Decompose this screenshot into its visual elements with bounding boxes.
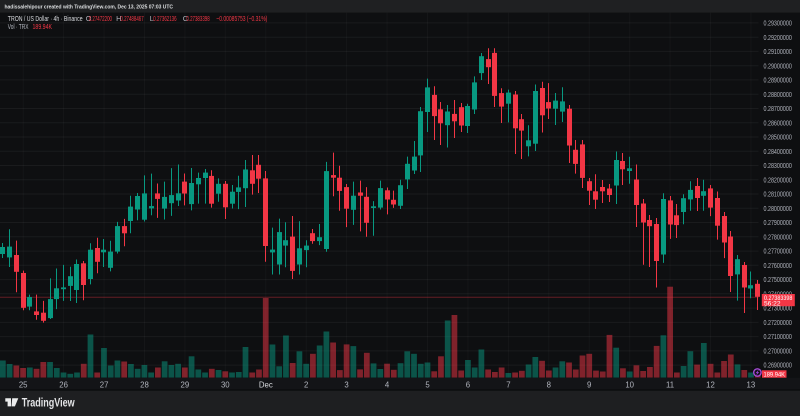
svg-text:9: 9	[587, 380, 591, 389]
svg-text:12: 12	[706, 380, 715, 389]
svg-text:0.28200000: 0.28200000	[764, 175, 792, 184]
svg-text:0.29000000: 0.29000000	[764, 61, 792, 70]
svg-text:0.27000000: 0.27000000	[764, 347, 792, 356]
svg-text:0.26900000: 0.26900000	[764, 361, 792, 370]
svg-text:0.28100000: 0.28100000	[764, 190, 792, 199]
svg-text:2: 2	[304, 380, 308, 389]
svg-text:13: 13	[747, 380, 756, 389]
svg-text:3: 3	[344, 380, 348, 389]
svg-text:11: 11	[666, 380, 674, 389]
svg-text:0.27800000: 0.27800000	[764, 232, 792, 241]
svg-text:O: O	[86, 14, 92, 23]
svg-text:0.27100000: 0.27100000	[764, 332, 792, 341]
svg-text:28: 28	[140, 380, 149, 389]
svg-text:Dec: Dec	[259, 380, 273, 389]
svg-text:0.27400000: 0.27400000	[764, 289, 792, 298]
svg-text:30: 30	[221, 380, 230, 389]
svg-text:0.29200000: 0.29200000	[764, 33, 792, 42]
svg-text:0.27472200: 0.27472200	[89, 14, 112, 23]
svg-text:189.94K: 189.94K	[33, 24, 53, 31]
svg-text:0.27383398: 0.27383398	[764, 295, 793, 302]
svg-text:0.27500000: 0.27500000	[764, 275, 792, 284]
svg-text:0.27362136: 0.27362136	[153, 14, 176, 23]
svg-text:26: 26	[59, 380, 68, 389]
svg-text:−0.00085753 (−0.31%): −0.00085753 (−0.31%)	[216, 14, 267, 23]
svg-text:C: C	[183, 14, 188, 23]
svg-text:hadissalehipour created with T: hadissalehipour created with TradingView…	[5, 5, 174, 11]
svg-text:0.27383398: 0.27383398	[186, 14, 209, 23]
svg-text:0.27300000: 0.27300000	[764, 304, 792, 313]
svg-text:L: L	[150, 14, 154, 23]
svg-text:10: 10	[625, 380, 634, 389]
svg-text:27: 27	[100, 380, 109, 389]
svg-text:6: 6	[466, 380, 470, 389]
svg-text:H: H	[116, 14, 121, 23]
svg-text:0.28300000: 0.28300000	[764, 161, 792, 170]
svg-text:0.27700000: 0.27700000	[764, 247, 792, 256]
svg-text:0.28900000: 0.28900000	[764, 76, 792, 85]
svg-text:0.28700000: 0.28700000	[764, 104, 792, 113]
svg-text:29: 29	[181, 380, 190, 389]
svg-text:56:22: 56:22	[764, 301, 781, 308]
svg-text:5: 5	[425, 380, 430, 389]
svg-text:0.29300000: 0.29300000	[764, 19, 792, 28]
svg-text:Vol · TRX: Vol · TRX	[8, 24, 29, 31]
svg-text:189.94K: 189.94K	[764, 371, 786, 378]
svg-text:0.27488467: 0.27488467	[120, 14, 143, 23]
svg-text:TRON / US Dollar · 4h · Binanc: TRON / US Dollar · 4h · Binance	[8, 14, 83, 23]
svg-text:25: 25	[19, 380, 28, 389]
svg-text:4: 4	[385, 380, 390, 389]
svg-text:0.29100000: 0.29100000	[764, 47, 792, 56]
svg-text:0.28500000: 0.28500000	[764, 133, 792, 142]
svg-text:0.27600000: 0.27600000	[764, 261, 792, 270]
svg-text:0.28400000: 0.28400000	[764, 147, 792, 156]
svg-text:0.28600000: 0.28600000	[764, 118, 792, 127]
svg-text:8: 8	[547, 380, 551, 389]
svg-text:0.27200000: 0.27200000	[764, 318, 792, 327]
svg-text:7: 7	[506, 380, 510, 389]
svg-text:0.28800000: 0.28800000	[764, 90, 792, 99]
svg-text:0.27900000: 0.27900000	[764, 218, 792, 227]
svg-text:TradingView: TradingView	[22, 397, 76, 410]
svg-text:0.28000000: 0.28000000	[764, 204, 792, 213]
